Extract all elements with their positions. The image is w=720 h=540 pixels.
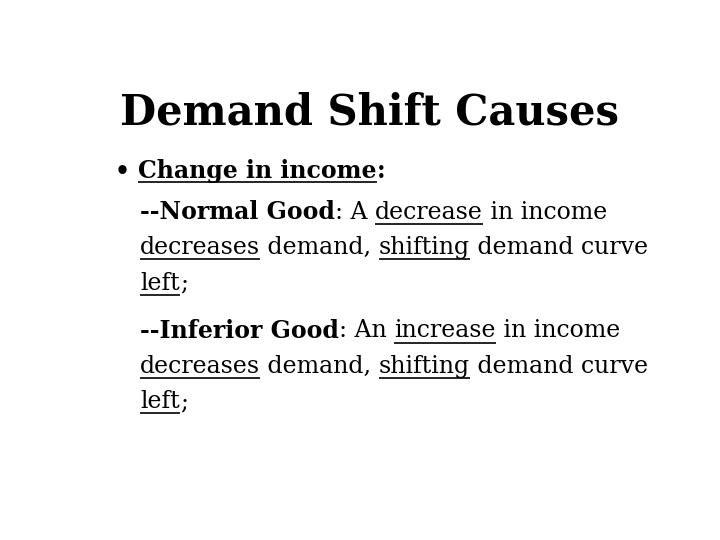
Text: : An: : An <box>339 320 395 342</box>
Text: decreases: decreases <box>140 355 261 378</box>
Text: Change in income: Change in income <box>138 159 377 183</box>
Text: --Normal Good: --Normal Good <box>140 200 335 225</box>
Text: demand curve: demand curve <box>470 237 648 259</box>
Text: shifting: shifting <box>379 237 470 259</box>
Text: demand,: demand, <box>261 355 379 378</box>
Text: in income: in income <box>483 201 607 224</box>
Text: --Inferior Good: --Inferior Good <box>140 319 339 343</box>
Text: left: left <box>140 390 180 413</box>
Text: shifting: shifting <box>379 355 470 378</box>
Text: :: : <box>377 159 385 183</box>
Text: left: left <box>140 272 180 295</box>
Text: ;: ; <box>180 272 188 295</box>
Text: in income: in income <box>496 320 620 342</box>
Text: Demand Shift Causes: Demand Shift Causes <box>120 92 618 133</box>
Text: : A: : A <box>335 201 375 224</box>
Text: increase: increase <box>395 320 496 342</box>
Text: •: • <box>115 159 138 183</box>
Text: decreases: decreases <box>140 237 261 259</box>
Text: ;: ; <box>180 390 188 413</box>
Text: demand,: demand, <box>261 237 379 259</box>
Text: decrease: decrease <box>375 201 483 224</box>
Text: demand curve: demand curve <box>470 355 648 378</box>
